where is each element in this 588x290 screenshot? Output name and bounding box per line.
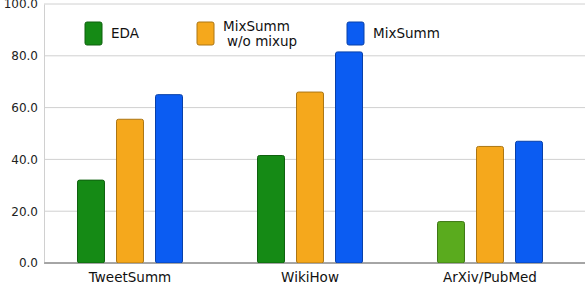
legend-swatch: [85, 22, 102, 45]
y-tick-label: 60.0: [11, 101, 38, 115]
x-tick-label: ArXiv/PubMed: [443, 269, 537, 285]
y-tick-label: 20.0: [11, 205, 38, 219]
grid-line: [44, 55, 585, 56]
bar: [336, 52, 363, 263]
y-tick: 0.0: [19, 256, 44, 270]
legend-label: EDA: [111, 25, 140, 41]
grid-line: [44, 4, 585, 5]
legend-label: MixSummw/o mixup: [223, 18, 297, 49]
bars: [78, 52, 543, 263]
y-tick: 60.0: [11, 101, 44, 115]
x-tick: TweetSumm: [88, 263, 171, 285]
bar: [297, 92, 324, 263]
bar: [117, 119, 144, 263]
y-tick: 80.0: [11, 49, 44, 63]
y-tick-label: 0.0: [19, 256, 38, 270]
legend-swatch: [197, 22, 214, 45]
x-tick-label: TweetSumm: [88, 269, 171, 285]
legend-item: MixSumm: [347, 22, 440, 45]
y-tick: 20.0: [11, 205, 44, 219]
legend-swatch: [347, 22, 364, 45]
x-axis: TweetSumm WikiHow ArXiv/PubMed: [44, 263, 585, 285]
y-axis: 0.0 20.0 40.0 60.0 80.0 100.0: [4, 0, 45, 270]
legend-item: EDA: [85, 22, 140, 45]
chart: 0.0 20.0 40.0 60.0 80.0 100.0 TweetSumm WikiHow…: [0, 0, 588, 290]
y-tick: 100.0: [4, 0, 44, 11]
y-tick: 40.0: [11, 153, 44, 167]
legend-label: MixSumm: [373, 25, 440, 41]
y-tick-label: 40.0: [11, 153, 38, 167]
x-tick: ArXiv/PubMed: [443, 263, 537, 285]
x-tick: WikiHow: [281, 263, 339, 285]
x-tick-label: WikiHow: [281, 269, 339, 285]
bar: [258, 156, 285, 263]
y-tick-label: 100.0: [4, 0, 38, 11]
y-tick-label: 80.0: [11, 49, 38, 63]
y-axis-line: [44, 5, 45, 264]
legend: EDA MixSummw/o mixup MixSumm: [85, 18, 440, 49]
bar: [516, 141, 543, 263]
legend-item: MixSummw/o mixup: [197, 18, 297, 49]
bar: [477, 146, 504, 263]
bar: [156, 95, 183, 263]
grid: [44, 4, 585, 263]
bar: [438, 222, 465, 263]
bar: [78, 180, 105, 263]
